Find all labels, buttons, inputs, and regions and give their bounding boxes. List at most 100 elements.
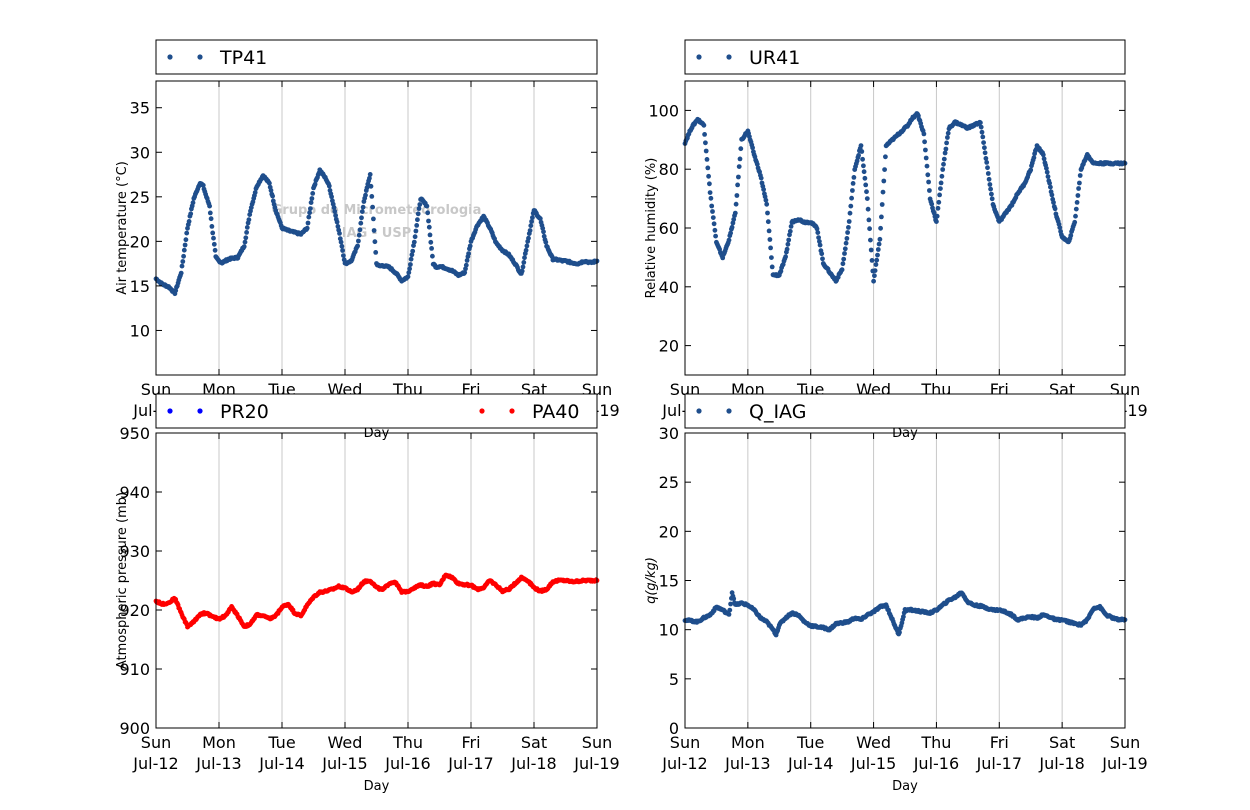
data-point [939, 173, 945, 179]
data-point [541, 229, 546, 235]
data-point [872, 273, 877, 279]
data-point [871, 278, 876, 284]
data-point [986, 176, 992, 182]
data-point [1077, 180, 1082, 186]
data-point [978, 124, 984, 130]
chart-panel-tp41: Grupo de Micrometeorologia IAG - USP 10 15 2… [115, 39, 620, 441]
y-tick-label: 35 [130, 99, 150, 118]
data-point [524, 243, 530, 249]
data-point [341, 253, 346, 258]
data-point [816, 235, 821, 241]
data-point [1073, 206, 1079, 212]
data-point [867, 226, 872, 232]
y-tick-label: 0 [669, 719, 679, 738]
data-point [710, 209, 715, 214]
data-point [934, 219, 939, 225]
data-point [704, 157, 710, 162]
data-point [937, 192, 942, 198]
y-tick-label: 60 [659, 219, 679, 238]
data-point [370, 204, 375, 210]
data-point [707, 181, 712, 187]
data-point [788, 224, 794, 229]
data-point [849, 195, 854, 201]
data-point [1041, 156, 1047, 162]
data-point [1048, 184, 1053, 190]
data-point [940, 167, 946, 172]
data-point [523, 247, 529, 253]
data-point [766, 228, 772, 234]
data-point [925, 172, 931, 178]
data-point [727, 607, 733, 613]
data-point [923, 155, 929, 161]
data-point [522, 255, 527, 261]
data-point [941, 161, 946, 167]
data-point [989, 196, 995, 202]
data-point [430, 253, 435, 259]
data-point [307, 210, 312, 216]
y-tick-label: 20 [659, 522, 679, 541]
data-point [845, 230, 850, 235]
data-point [355, 243, 360, 249]
data-point [927, 188, 932, 193]
data-point [537, 216, 543, 222]
data-point [734, 193, 740, 198]
data-point [876, 241, 882, 247]
plot-frame [684, 432, 1126, 729]
data-point [1044, 165, 1049, 171]
x-tick-label-day: Mon [731, 733, 765, 752]
data-point [185, 225, 190, 231]
data-point [842, 246, 848, 252]
data-point [701, 122, 707, 128]
data-point [875, 252, 880, 258]
data-point [873, 262, 879, 267]
x-tick-label-date: Jul-12 [132, 754, 178, 773]
data-point [786, 237, 792, 243]
data-point [987, 182, 993, 187]
data-point [417, 202, 423, 207]
data-point [463, 266, 468, 272]
data-point [530, 215, 535, 221]
data-point [861, 163, 866, 169]
data-point [819, 251, 825, 257]
data-point [415, 211, 421, 217]
x-axis-label: Day [892, 779, 918, 794]
data-point [543, 239, 549, 245]
legend-marker [479, 408, 485, 414]
data-point [464, 258, 470, 263]
legend-marker [197, 54, 203, 60]
data-point [941, 156, 947, 162]
x-tick-label-date: Jul-18 [1038, 754, 1084, 773]
data-point [763, 197, 769, 203]
data-point [181, 253, 187, 259]
data-point [1077, 173, 1083, 178]
data-point [408, 256, 414, 262]
y-tick-label: 15 [659, 572, 679, 591]
data-point [728, 601, 733, 607]
data-point [412, 234, 418, 240]
data-point [709, 203, 715, 209]
watermark-line-2: IAG - USP [342, 226, 411, 241]
x-tick-label-date: Jul-15 [850, 754, 896, 773]
data-point [358, 220, 364, 226]
data-point [856, 153, 861, 158]
data-point [186, 219, 192, 224]
data-point [332, 209, 338, 214]
data-point [357, 227, 363, 233]
legend-label-PA40: PA40 [532, 401, 579, 423]
data-point [787, 228, 793, 234]
data-point [726, 237, 732, 243]
data-point [367, 172, 373, 177]
data-point [243, 235, 249, 241]
data-point [467, 243, 473, 249]
data-point [783, 254, 788, 260]
data-point [242, 239, 248, 245]
data-point [212, 247, 218, 253]
data-point [178, 270, 184, 276]
data-point [712, 227, 718, 233]
data-point [768, 245, 773, 251]
data-point [936, 199, 942, 205]
data-point [926, 179, 931, 185]
data-point [408, 262, 413, 267]
data-point [1076, 186, 1081, 191]
data-point [308, 206, 313, 212]
